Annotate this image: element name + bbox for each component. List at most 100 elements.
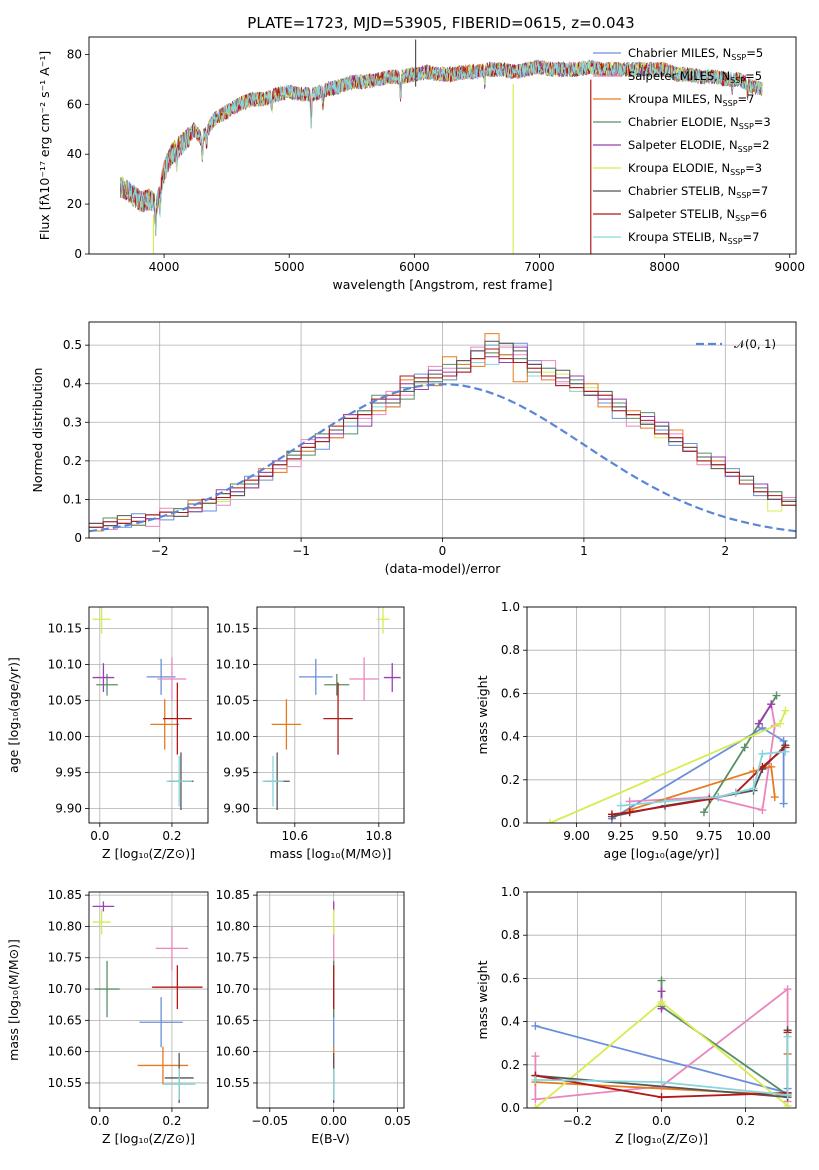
x-tick-label: 9.25 [607, 829, 634, 843]
weight-line-8 [535, 1036, 789, 1096]
weight-marker [779, 799, 788, 808]
weight-marker [754, 719, 763, 728]
weight-marker [772, 691, 781, 700]
weight-marker [546, 819, 555, 823]
y-tick-label: 0.4 [501, 730, 520, 744]
x-tick-label: 0.0 [90, 1114, 109, 1128]
weight-marker [531, 1021, 540, 1030]
weight-line-4 [758, 703, 772, 725]
y-tick-label: 0.2 [63, 454, 82, 468]
y-tick-label: 20 [67, 197, 82, 211]
weight-marker [616, 801, 625, 810]
errorbar-point-2 [271, 699, 302, 750]
residuals-panel: −2 −1 0 1 2 0 0.1 0.2 0.3 0.4 0.5 (data-model)/erro… [30, 321, 797, 576]
errorbar-point-2 [150, 699, 180, 750]
residual-legend: 𝒩(0, 1) [696, 337, 776, 351]
weight-marker [758, 749, 767, 758]
spectrum-legend: Chabrier MILES, NSSP=5 Salpeter MILES, NS… [593, 46, 771, 246]
x-tick-label: 1 [580, 544, 588, 558]
x-tick-label: 0 [439, 544, 447, 558]
y-tick-label: 10.00 [48, 730, 82, 744]
y-tick-label: 9.90 [223, 802, 250, 816]
x-tick-label: 8000 [649, 260, 680, 274]
y-tick-label: 10.55 [216, 1076, 250, 1090]
age_vs_mass-panel: 10.6 10.8 9.90 9.95 10.00 10.05 10.10 10.15 mass… [216, 606, 405, 861]
gaussian-curve [89, 382, 796, 533]
weight-marker [531, 1095, 540, 1104]
y-tick-label: 10.10 [216, 658, 250, 672]
y-tick-label: 10.85 [48, 888, 82, 902]
y-tick-label: 10.10 [48, 658, 82, 672]
mass_vs_EBV-panel: −0.05 0.00 0.05 10.55 10.60 10.65 10.70 10.75 10… [216, 888, 411, 1146]
x-tick-label: 0.2 [736, 1114, 755, 1128]
y-axis-label: age [log₁₀(age/yr)] [6, 657, 21, 773]
axes-frame [88, 606, 209, 824]
x-tick-label: −0.2 [563, 1114, 592, 1128]
weight-marker [749, 767, 758, 776]
y-tick-label: 40 [67, 147, 82, 161]
weight-marker [783, 1091, 792, 1100]
x-tick-label: 4000 [149, 260, 180, 274]
legend-entry: Kroupa STELIB, NSSP=7 [628, 230, 759, 246]
errorbar-point-0 [299, 658, 333, 695]
y-tick-label: 9.90 [55, 802, 82, 816]
legend-entry: Kroupa ELODIE, NSSP=3 [628, 161, 762, 177]
x-tick-label: 5000 [274, 260, 305, 274]
spectrum-line-5 [120, 60, 763, 231]
x-tick-label: 10.6 [281, 829, 308, 843]
y-axis-label: mass [log₁₀(M/M⊙)] [6, 939, 21, 1061]
errorbar-point-3 [324, 673, 350, 696]
x-tick-label: 9.75 [696, 829, 723, 843]
x-axis-label: E(B-V) [311, 1131, 350, 1146]
weight-line-6 [611, 744, 787, 818]
axes-frame [88, 36, 797, 255]
errorbar-point-1 [157, 657, 187, 701]
weight-marker [779, 736, 788, 745]
x-axis-label: mass [log₁₀(M/M⊙)] [270, 846, 392, 861]
y-tick-label: 10.55 [48, 1076, 82, 1090]
x-tick-label: 0.05 [384, 1114, 411, 1128]
weight-marker [657, 998, 666, 1007]
legend-entry: Kroupa MILES, NSSP=7 [628, 92, 754, 108]
y-tick-label: 10.05 [216, 694, 250, 708]
legend-entry: Salpeter STELIB, NSSP=6 [628, 207, 767, 223]
weight-marker [657, 987, 666, 996]
legend-entry: 𝒩(0, 1) [734, 337, 776, 351]
spectrum-plot-area [119, 39, 763, 254]
y-tick-label: 60 [67, 97, 82, 111]
mass_weight_vs_age-plot-area [546, 691, 790, 823]
y-tick-label: 9.95 [223, 766, 250, 780]
y-axis-label: Normed distribution [30, 368, 45, 493]
x-axis-label: Z [log₁₀(Z/Z⊙)] [102, 846, 195, 861]
weight-marker [531, 1075, 540, 1084]
weight-marker [657, 1078, 666, 1087]
errorbar-point-5 [92, 607, 111, 634]
errorbar-point-0 [146, 658, 176, 695]
y-tick-label: 10.80 [48, 919, 82, 933]
x-tick-label: −1 [292, 544, 310, 558]
errorbar-point-1 [349, 657, 379, 701]
mass_weight_vs_age-panel: 9.00 9.25 9.50 9.75 10.00 0.0 0.2 0.4 0.6 0.8 1.0 a… [475, 600, 797, 861]
y-tick-label: 80 [67, 47, 82, 61]
x-tick-label: 0.2 [162, 829, 181, 843]
errorbar-point-7 [323, 682, 353, 755]
weight-marker [531, 1052, 540, 1061]
weight-marker [699, 808, 708, 817]
y-tick-label: 0.8 [501, 643, 520, 657]
weight-marker [781, 706, 790, 715]
weight-marker [657, 1093, 666, 1102]
weight-marker [783, 985, 792, 994]
y-tick-label: 10.60 [48, 1045, 82, 1059]
y-tick-label: 10.15 [216, 622, 250, 636]
x-tick-label: 0.0 [652, 1114, 671, 1128]
y-tick-label: 0 [74, 247, 82, 261]
y-tick-label: 0.2 [501, 1058, 520, 1072]
age_vs_Z-panel: 0.0 0.2 9.90 9.95 10.00 10.05 10.10 10.15 Z [log… [6, 606, 209, 861]
y-tick-label: 1.0 [501, 885, 520, 899]
x-axis-label: age [log₁₀(age/yr)] [604, 846, 720, 861]
y-tick-label: 10.70 [48, 982, 82, 996]
y-tick-label: 0 [74, 531, 82, 545]
charts: 4000 5000 6000 7000 8000 9000020406080wavelen… [6, 36, 805, 1146]
errorbar-point-1 [155, 926, 189, 971]
x-tick-label: 10.8 [365, 829, 392, 843]
